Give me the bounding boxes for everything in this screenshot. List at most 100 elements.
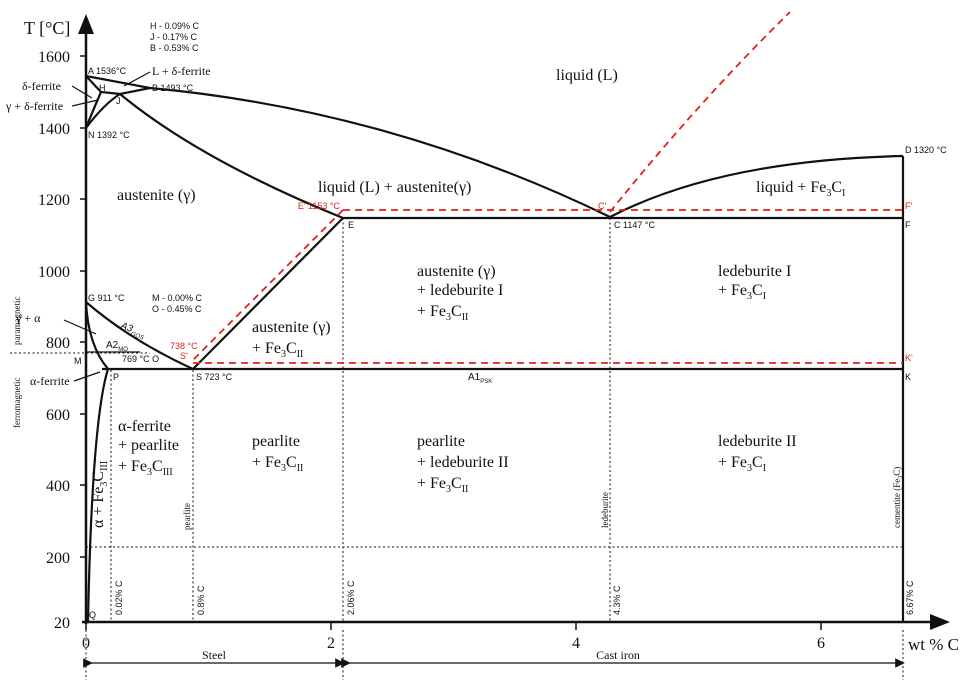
svg-text:ledeburite I: ledeburite I [718,263,791,280]
svg-text:H - 0.09% C: H - 0.09% C [150,21,200,31]
x-axis-title: wt % C [908,635,959,654]
point-f-prime-label: F' [905,201,912,211]
a3-label: A3GOS [117,320,146,341]
legend-mo: M - 0.00% C O - 0.45% C [152,293,203,314]
phase-boundaries [84,74,905,623]
svg-text:austenite (γ): austenite (γ) [417,263,496,280]
region-alpha-pearlite: α-ferrite + pearlite + Fe3CIII [118,418,179,478]
region-delta-ferrite: δ-ferrite [22,79,61,93]
svg-text:α-ferrite: α-ferrite [118,418,171,435]
x-axis-arrow-icon [930,614,950,630]
region-l-delta: L + δ-ferrite [152,64,211,78]
x-tick-marks [85,622,822,630]
svg-text:pearlite: pearlite [417,433,465,450]
region-pearlite-ledeburite: pearlite + ledeburite II + Fe3CII [417,433,509,495]
svg-text:+ Fe3CII: + Fe3CII [417,303,468,323]
y-axis-title: T [°C] [24,18,70,38]
region-gamma-alpha: γ + α [15,311,41,325]
alpha-ferrite-pointer [73,371,101,382]
y-tick-label: 1000 [38,264,70,281]
svg-text:+ Fe3CI: + Fe3CI [718,282,766,302]
svg-text:+ Fe3CIII: + Fe3CIII [118,458,173,478]
svg-text:+ Fe3CII: + Fe3CII [417,475,468,495]
pearlite-vertical-label: pearlite [182,503,192,530]
y-tick-label: 20 [54,615,70,632]
ferromagnetic-label: ferromagnetic [12,378,22,428]
point-e-label: E [348,220,354,230]
point-s-label: S 723 °C [196,372,233,382]
svg-text:+ Fe3CII: + Fe3CII [252,340,303,360]
point-c-prime-label: C' [598,201,606,211]
c08-label: 0.8% C [196,585,206,615]
point-n-label: N 1392 °C [88,130,130,140]
c667-label: 6.67% C [905,580,915,615]
point-s-prime-label: S' [180,351,188,361]
cast-iron-label: Cast iron [596,648,640,662]
region-pearlite: pearlite + Fe3CII [252,433,303,474]
point-m-label: M [74,356,82,366]
y-tick-label: 400 [46,478,70,495]
a2-label: A2MO [106,340,128,353]
y-axis-arrow-icon [78,14,94,34]
region-liquid: liquid (L) [556,67,618,84]
y-tick-label: 600 [46,407,70,424]
svg-text:+ ledeburite I: + ledeburite I [417,282,503,299]
point-a-label: A 1536°C [88,66,127,76]
point-s-prime-temp-label: 738 °C [170,341,198,351]
c206-label: 2.06% C [346,580,356,615]
x-tick-label: 4 [572,635,580,652]
y-tick-label: 1200 [38,192,70,209]
svg-text:O - 0.45% C: O - 0.45% C [152,304,202,314]
region-austenite-fe3c: austenite (γ) + Fe3CII [252,319,331,360]
point-q-label: Q [89,610,96,620]
point-f-label: F [905,220,911,230]
region-l-austenite: liquid (L) + austenite(γ) [318,179,471,196]
l-delta-pointer [123,71,151,87]
point-h-label: H [99,83,106,93]
y-tick-label: 1600 [38,49,70,66]
x-tick-label: 6 [817,635,825,652]
svg-text:ledeburite II: ledeburite II [718,433,797,450]
region-gamma-delta: γ + δ-ferrite [5,99,63,113]
region-austenite-ledeburite: austenite (γ) + ledeburite I + Fe3CII [417,263,503,323]
region-ledeburite-1: ledeburite I + Fe3CI [718,263,791,302]
region-liquid-fe3c: liquid + Fe3CI [756,179,845,199]
point-g-label: G 911 °C [88,293,125,303]
x-tick-label: 2 [327,635,335,652]
svg-text:austenite (γ): austenite (γ) [252,319,331,336]
svg-text:J - 0.17% C: J - 0.17% C [150,32,198,42]
y-tick-marks [80,55,86,558]
region-alpha-ferrite-small: α-ferrite [30,374,70,388]
gamma-delta-pointer [71,99,99,107]
svg-text:M - 0.00% C: M - 0.00% C [152,293,203,303]
delta-ferrite-pointer [71,85,93,99]
point-b-label: B 1493 °C [152,83,194,93]
point-c-label: C 1147 °C [614,220,655,230]
gamma-alpha-pointer [63,319,97,335]
steel-label: Steel [202,648,227,662]
c43-label: 4.3% C [612,585,622,615]
point-j-label: J [116,96,121,106]
y-tick-label: 800 [46,335,70,352]
svg-text:pearlite: pearlite [252,433,300,450]
svg-text:+ Fe3CI: + Fe3CI [718,454,766,474]
point-k-prime-label: K' [905,353,913,363]
dotted-guides [10,218,903,622]
metastable-lines [192,11,903,364]
ledeburite-vertical-label: ledeburite [600,492,610,528]
point-e-prime-label: E' 1153 °C [298,201,341,211]
point-o-label: 769 °C O [122,354,159,364]
cementite-vertical-label: cementite (Fe3C) [892,467,904,528]
svg-text:+ ledeburite II: + ledeburite II [417,454,509,471]
region-alpha-fe3c: α + Fe3CIII [90,461,110,528]
point-p-label: P [113,372,119,382]
svg-text:+ Fe3CII: + Fe3CII [252,454,303,474]
svg-text:+ pearlite: + pearlite [118,437,179,454]
legend-hjb: H - 0.09% C J - 0.17% C B - 0.53% C [150,21,200,53]
c002-label: 0.02% C [114,580,124,615]
region-austenite: austenite (γ) [117,187,196,204]
point-k-label: K [905,372,911,382]
region-ledeburite-2: ledeburite II + Fe3CI [718,433,797,474]
y-tick-label: 200 [46,550,70,567]
